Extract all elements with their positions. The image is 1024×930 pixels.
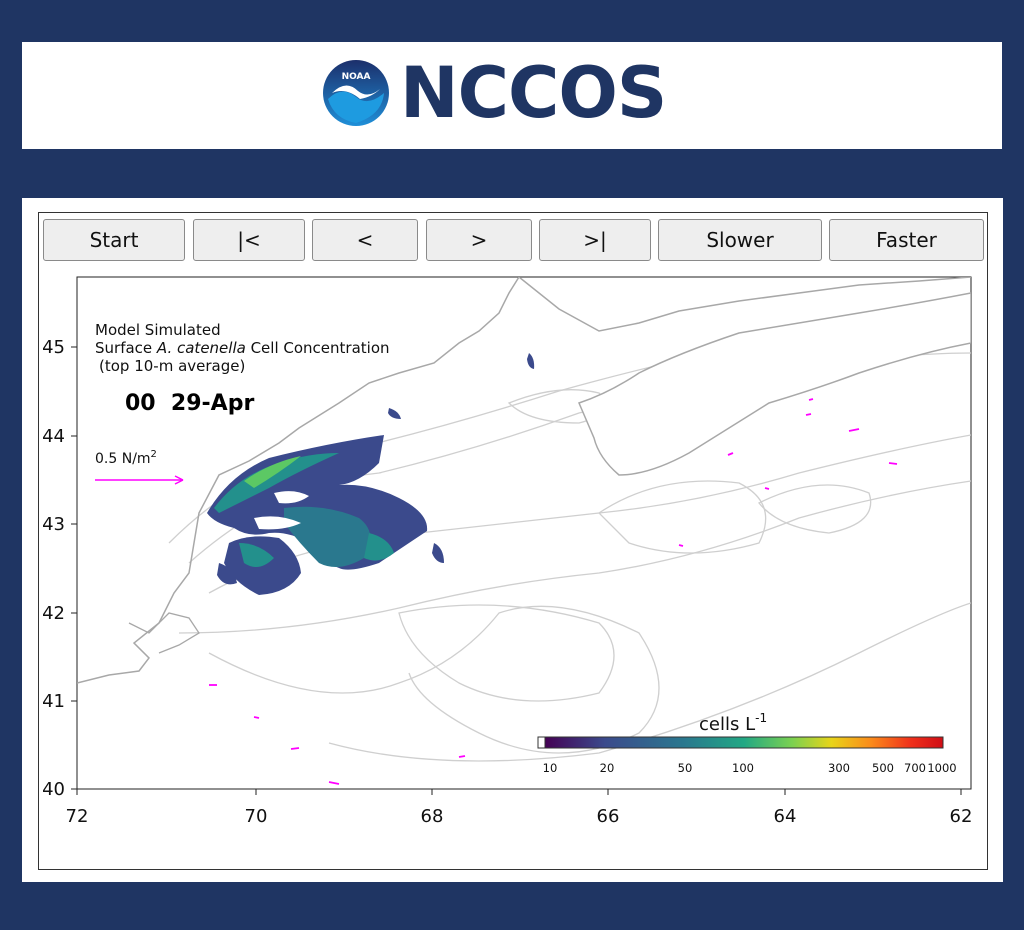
colorbar-underflow bbox=[537, 736, 546, 749]
colorbar-tick: 300 bbox=[828, 761, 850, 775]
map-title-line3: (top 10-m average) bbox=[99, 357, 245, 375]
coastline-new-england bbox=[77, 277, 520, 684]
logo-wordmark: NCCOS bbox=[400, 52, 667, 134]
frame-time-label: 00 29-Apr bbox=[125, 391, 254, 416]
y-tick-label: 42 bbox=[42, 603, 65, 624]
colorbar-tick: 20 bbox=[600, 761, 615, 775]
nccos-logo: NOAA NCCOS bbox=[322, 52, 667, 134]
y-tick-label: 40 bbox=[42, 779, 65, 800]
previous-frame-button[interactable]: < bbox=[312, 219, 418, 261]
noaa-logo-icon: NOAA bbox=[323, 60, 389, 126]
y-tick-label: 43 bbox=[42, 514, 65, 535]
noaa-badge-text: NOAA bbox=[342, 72, 371, 82]
first-frame-button[interactable]: |< bbox=[193, 219, 305, 261]
colorbar-tick: 50 bbox=[678, 761, 693, 775]
animation-frame: 72 70 68 66 64 62 45 44 43 42 41 40 Mode… bbox=[38, 212, 988, 870]
animation-panel: 72 70 68 66 64 62 45 44 43 42 41 40 Mode… bbox=[22, 198, 1003, 882]
colorbar-tick: 700 bbox=[904, 761, 926, 775]
wind-scale-arrow bbox=[95, 475, 184, 485]
model-map: 72 70 68 66 64 62 45 44 43 42 41 40 Mode… bbox=[42, 276, 973, 827]
colorbar-tick: 500 bbox=[872, 761, 894, 775]
coastline-new-brunswick bbox=[518, 277, 971, 332]
colorbar-tick: 10 bbox=[543, 761, 558, 775]
map-title-line2: Surface A. catenella Cell Concentration bbox=[95, 339, 390, 357]
next-frame-button[interactable]: > bbox=[426, 219, 532, 261]
wind-vectors bbox=[209, 398, 898, 785]
y-tick-label: 41 bbox=[42, 691, 65, 712]
nova-scotia-landmass bbox=[577, 292, 971, 476]
coastline-cape-cod bbox=[128, 612, 200, 654]
slower-button[interactable]: Slower bbox=[658, 219, 822, 261]
faster-button[interactable]: Faster bbox=[829, 219, 984, 261]
wind-scale-label: 0.5 N/m2 bbox=[95, 449, 157, 467]
y-tick-label: 44 bbox=[42, 426, 65, 447]
colorbar-tick: 1000 bbox=[927, 761, 956, 775]
x-tick-label: 68 bbox=[421, 806, 444, 827]
x-tick-label: 66 bbox=[597, 806, 620, 827]
x-tick-label: 70 bbox=[245, 806, 268, 827]
x-tick-label: 64 bbox=[774, 806, 797, 827]
x-tick-label: 62 bbox=[950, 806, 973, 827]
last-frame-button[interactable]: >| bbox=[539, 219, 651, 261]
axis-ticks bbox=[71, 346, 962, 795]
colorbar-tick: 100 bbox=[732, 761, 754, 775]
map-title-line1: Model Simulated bbox=[95, 321, 221, 339]
start-button[interactable]: Start bbox=[43, 219, 185, 261]
y-tick-label: 45 bbox=[42, 337, 65, 358]
header-banner: NOAA NCCOS bbox=[22, 42, 1002, 149]
x-tick-label: 72 bbox=[66, 806, 89, 827]
colorbar-label: cells L-1 bbox=[699, 711, 767, 735]
bloom-concentration-field bbox=[207, 353, 535, 595]
colorbar bbox=[544, 736, 944, 749]
